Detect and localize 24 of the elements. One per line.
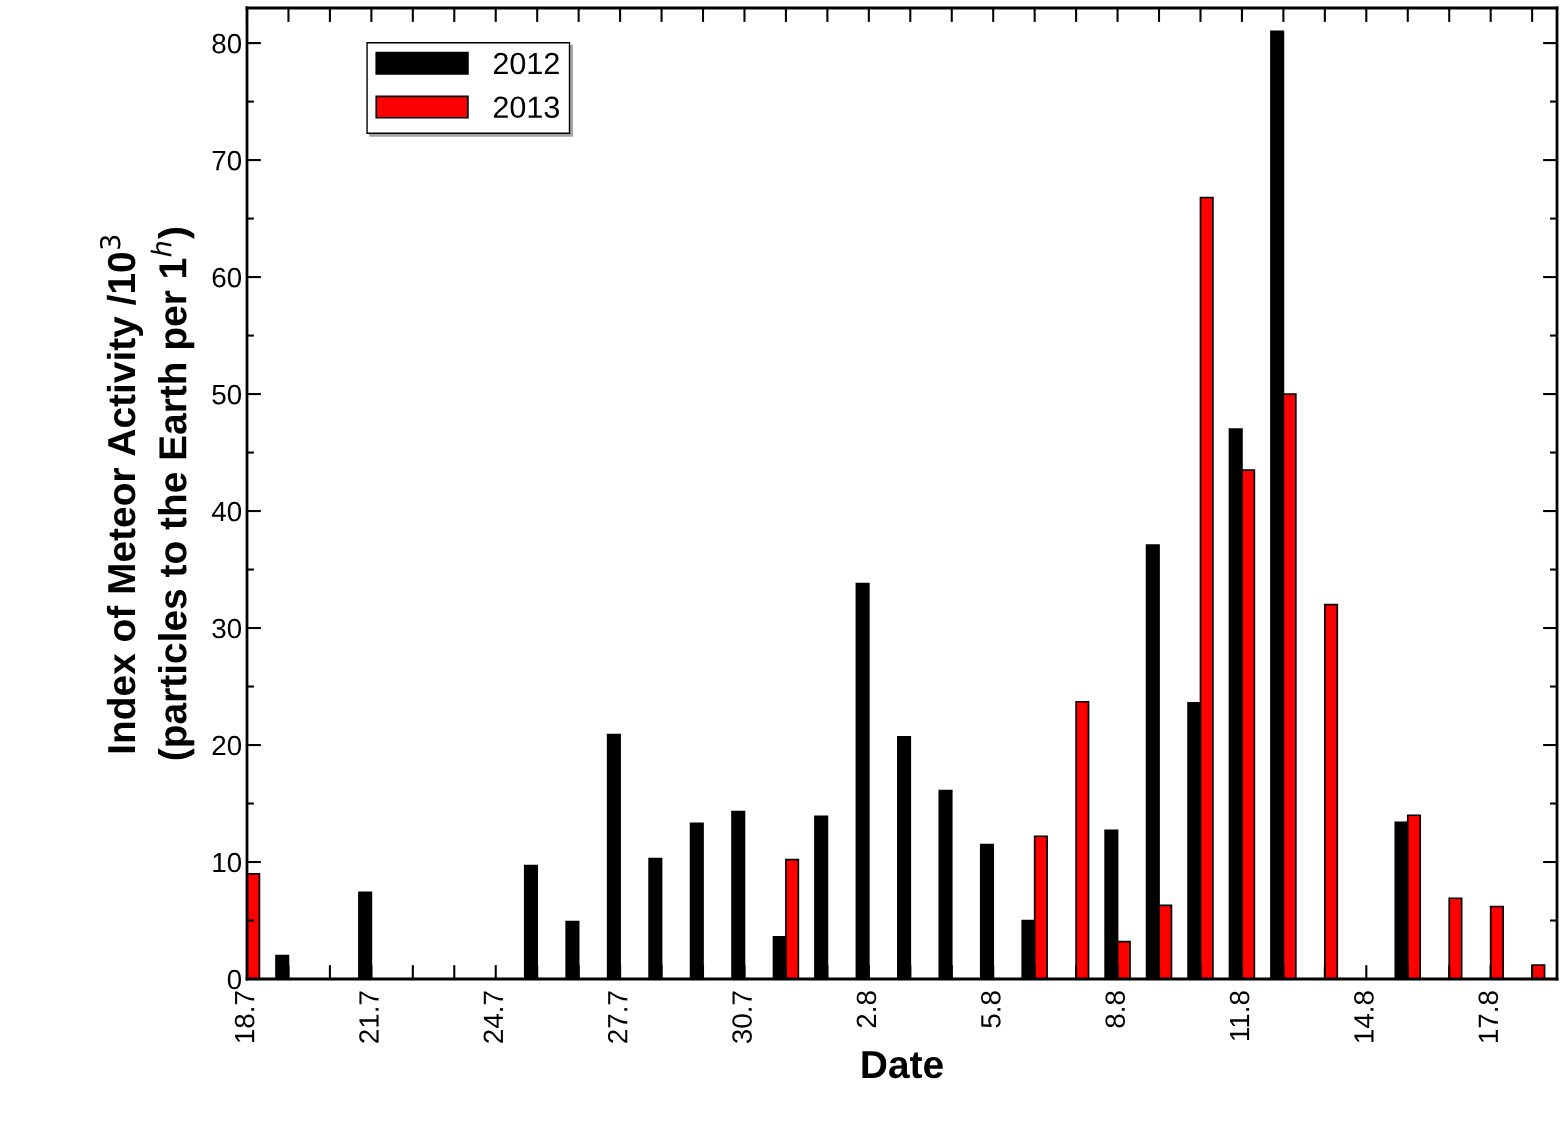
y-tick-label: 0 [227, 969, 242, 990]
x-tick-label: 5.8 [980, 991, 1001, 1028]
y-tick-label: 40 [211, 501, 242, 522]
x-tick-label: 11.8 [1229, 991, 1250, 1040]
y-tick-label: 80 [212, 33, 242, 54]
legend-label: 2013 [493, 96, 559, 119]
y-tick-label: 60 [212, 267, 242, 288]
x-tick-label: 8.8 [1105, 991, 1126, 1028]
x-tick-label: 27.7 [607, 991, 628, 1043]
y-tick-label: 50 [212, 384, 242, 405]
x-tick-label: 24.7 [483, 991, 503, 1043]
x-tick-label: 30.7 [732, 991, 752, 1044]
x-tick-label: 17.8 [1478, 991, 1499, 1043]
y-tick-label: 20 [212, 735, 242, 756]
y-tick-label: 10 [213, 852, 242, 873]
text: Index of Meteor Activity /10$^{3}$ (particles to the Earth per 1$^{h}$) [99, 228, 195, 760]
x-tick-label: 14.8 [1354, 991, 1374, 1043]
x-tick-label: 18.7 [234, 991, 255, 1043]
y-tick-label: 70 [212, 150, 242, 171]
y-tick-label: 30 [212, 618, 242, 639]
x-axis-title: Date [862, 1051, 943, 1079]
x-tick-label: 2.8 [856, 991, 877, 1028]
legend-label: 2012 [493, 52, 559, 75]
x-tick-label: 21.7 [359, 991, 379, 1043]
